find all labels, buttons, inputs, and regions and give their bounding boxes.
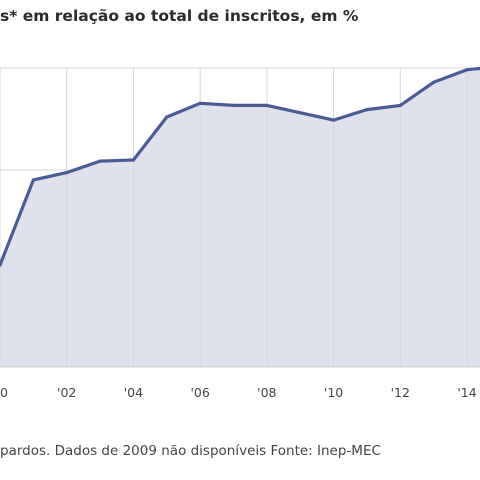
- data-point: [131, 158, 136, 162]
- x-tick-label: '06: [190, 385, 209, 400]
- x-tick-label: 0: [0, 385, 8, 400]
- chart-title: s* em relação ao total de inscritos, em …: [0, 7, 359, 25]
- data-point: [265, 103, 269, 107]
- data-point: [231, 103, 236, 107]
- chart-footnote: pardos. Dados de 2009 não disponíveis Fo…: [0, 443, 381, 459]
- data-point: [398, 103, 402, 107]
- data-point: [0, 263, 2, 267]
- data-point: [432, 80, 436, 84]
- data-point: [331, 118, 336, 122]
- x-tick-label: '08: [257, 385, 276, 400]
- x-tick-label: '12: [391, 385, 410, 400]
- data-point: [31, 178, 35, 182]
- data-point: [465, 68, 469, 72]
- x-tick-label: '04: [124, 385, 143, 400]
- data-point: [198, 101, 202, 105]
- data-point: [65, 171, 69, 175]
- x-tick-label: '02: [57, 385, 76, 400]
- x-tick-label: '14: [457, 385, 476, 400]
- data-point: [98, 159, 102, 163]
- data-point: [365, 108, 369, 112]
- area-fill: [0, 68, 480, 367]
- data-point: [165, 115, 169, 119]
- x-tick-label: '10: [324, 385, 343, 400]
